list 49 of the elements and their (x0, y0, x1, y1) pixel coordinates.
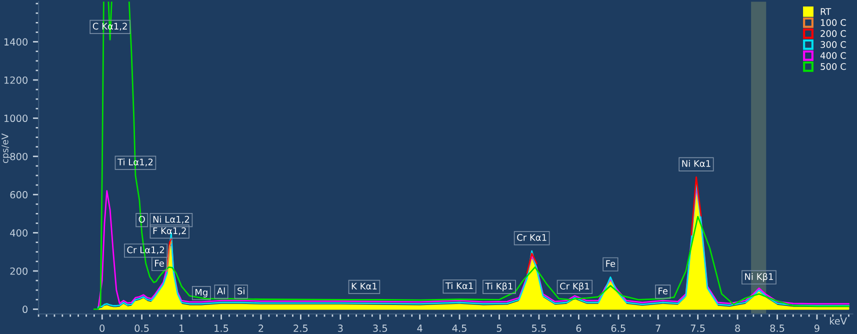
x-tick-label: 1.5 (214, 324, 228, 332)
annotation: Ni Kα1 (682, 160, 710, 167)
x-tick-label: 5 (496, 324, 502, 332)
x-tick-label: 0 (100, 324, 105, 332)
legend-label: RT (820, 8, 832, 15)
x-tick-label: 6 (576, 324, 582, 332)
legend-label: 100 C (820, 19, 846, 26)
y-tick-label: 600 (10, 191, 28, 198)
x-axis-title: keV (830, 317, 847, 325)
annotation: Mg (196, 288, 208, 298)
x-tick-label: 2.5 (294, 324, 308, 332)
annotation: Cr Kβ1 (560, 282, 590, 292)
annotation: Fe (658, 288, 668, 294)
y-tick-label: 1000 (4, 114, 28, 122)
y-axis-title: cps/eV (2, 133, 10, 164)
x-tick-label: 3 (338, 324, 343, 332)
x-tick-label: 7 (656, 324, 660, 332)
x-tick-label: 5.5 (532, 324, 546, 332)
legend-label: 500 C (820, 63, 846, 70)
annotation: K Kα1 (352, 282, 377, 290)
y-tick-label: 800 (10, 152, 28, 160)
x-tick-label: 8.5 (770, 324, 784, 332)
legend-label: 300 C (820, 41, 846, 48)
x-tick-label: 1 (180, 324, 184, 332)
annotation: Si (238, 287, 244, 294)
annotation: Ni Kβ1 (745, 272, 773, 282)
x-tick-label: 4 (417, 324, 422, 332)
x-tick-label: 0.5 (134, 324, 149, 332)
x-tick-label: 7.5 (690, 324, 705, 332)
x-tick-label: 4.5 (452, 324, 466, 332)
x-tick-label: 6.5 (611, 324, 626, 332)
annotation: Fe (606, 260, 616, 268)
legend-label: 200 C (820, 30, 846, 37)
y-tick-label: 200 (10, 267, 28, 275)
x-tick-label: 8 (735, 324, 740, 332)
annotation: Cr Kα1 (517, 234, 546, 241)
x-tick-label: 9 (814, 324, 820, 332)
y-tick-label: 0 (22, 306, 28, 314)
annotation: Al (216, 287, 225, 294)
x-tick-label: 3.5 (373, 324, 387, 332)
x-tick-label: 2 (258, 324, 264, 332)
legend-label: 400 C (820, 52, 846, 59)
annotation: Ni Lα1,2 (153, 216, 190, 224)
annotation: Fe (155, 260, 164, 267)
annotation: Ti Kβ1 (485, 282, 512, 292)
y-tick-label: 400 (10, 229, 28, 237)
annotation: Ti Kα1 (445, 282, 473, 290)
y-tick-label: 1200 (4, 76, 28, 84)
y-tick-label: 1400 (4, 38, 28, 46)
